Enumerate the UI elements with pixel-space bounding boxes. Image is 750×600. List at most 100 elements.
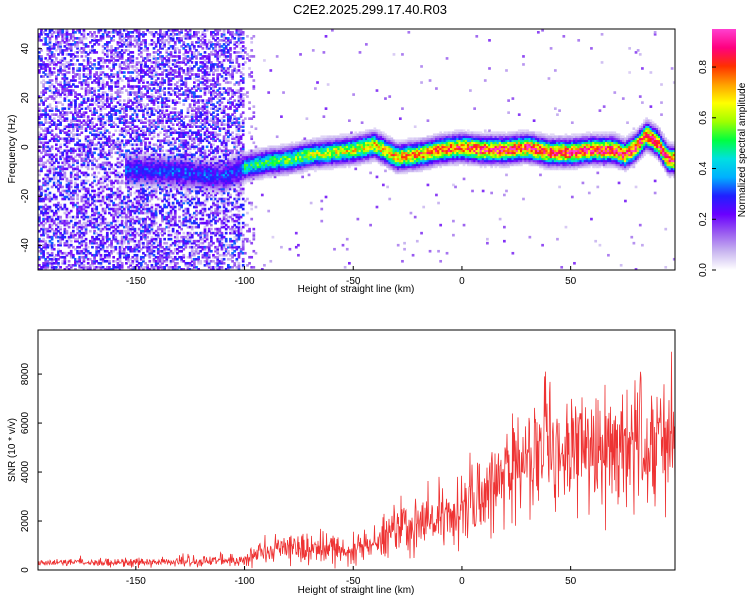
spectrogram-cell bbox=[129, 59, 133, 62]
spectrogram-cell bbox=[165, 131, 169, 135]
spectrogram-cell bbox=[197, 223, 200, 227]
spectrogram-cell bbox=[165, 159, 169, 163]
spectrogram-cell bbox=[188, 183, 192, 187]
spectrogram-cell bbox=[184, 153, 188, 157]
spectrogram-cell bbox=[84, 67, 88, 70]
spectrogram-cell bbox=[125, 215, 128, 219]
spectrogram-cell bbox=[154, 175, 158, 179]
spectrogram-cell bbox=[122, 123, 126, 126]
spectrogram-cell bbox=[156, 225, 160, 229]
spectrogram-cell bbox=[38, 35, 41, 38]
spectrogram-cell bbox=[118, 185, 122, 189]
spectrogram-cell bbox=[42, 123, 45, 126]
spectrogram-cell bbox=[88, 139, 92, 143]
spectrogram-cell bbox=[193, 201, 196, 205]
spectrogram-cell bbox=[178, 155, 181, 159]
spectrogram-cell bbox=[146, 97, 150, 100]
spectrogram-cell bbox=[127, 53, 130, 56]
spectrogram-cell bbox=[114, 63, 118, 66]
spectrogram-cell bbox=[156, 147, 160, 151]
spectrogram-cell bbox=[71, 139, 75, 143]
spectrogram-cell bbox=[135, 155, 139, 159]
spectrogram-cell bbox=[82, 213, 86, 217]
spectrogram-cell bbox=[93, 37, 96, 40]
spectrogram-cell bbox=[50, 147, 54, 151]
spectrogram-cell bbox=[50, 129, 54, 133]
spectrogram-cell bbox=[99, 67, 103, 70]
spectrogram-cell bbox=[112, 191, 116, 195]
spectrogram-cell bbox=[61, 259, 65, 263]
spectrogram-cell bbox=[46, 43, 50, 46]
spectrogram-cell bbox=[199, 259, 203, 263]
spectrogram-cell bbox=[150, 195, 154, 199]
spectrogram-cell bbox=[88, 183, 92, 187]
spectrogram-cell bbox=[173, 171, 177, 175]
spectrogram-cell bbox=[199, 155, 203, 159]
spectrogram-cell bbox=[86, 189, 90, 193]
spectrogram-cell bbox=[150, 211, 154, 215]
spectrogram-cell bbox=[129, 87, 133, 90]
spectrogram-cell bbox=[142, 131, 145, 135]
spectrogram-cell bbox=[122, 129, 126, 133]
spectrogram-cell bbox=[190, 181, 194, 185]
spectrogram-cell bbox=[165, 119, 169, 122]
spectrogram-cell bbox=[163, 43, 166, 46]
spectrogram-cell bbox=[110, 199, 113, 203]
spectrogram-cell bbox=[165, 39, 169, 42]
spectrogram-cell bbox=[201, 247, 205, 251]
spectrogram-cell bbox=[93, 157, 96, 161]
spectrogram-cell bbox=[133, 157, 137, 161]
spectrogram-cell bbox=[42, 255, 45, 259]
spectrogram-cell bbox=[197, 191, 200, 195]
spectrogram-cell bbox=[129, 151, 133, 155]
spectrogram-cell bbox=[159, 223, 162, 227]
spectrogram-cell bbox=[97, 131, 101, 135]
spectrogram-cell bbox=[91, 253, 94, 257]
spectrogram-cell bbox=[97, 101, 101, 104]
spectrogram-cell bbox=[156, 63, 160, 66]
spectrogram-cell bbox=[42, 65, 45, 68]
spectrogram-cell bbox=[169, 111, 173, 114]
spectrogram-cell bbox=[61, 39, 65, 42]
spectrogram-cell bbox=[146, 149, 150, 153]
spectrogram-cell bbox=[176, 229, 179, 233]
spectrogram-cell bbox=[42, 113, 45, 116]
spectrogram-cell bbox=[50, 55, 54, 58]
spectrogram-cell bbox=[184, 183, 188, 187]
spectrogram-cell bbox=[103, 153, 107, 157]
spectrogram-cell bbox=[95, 165, 99, 169]
spectrogram-cell bbox=[199, 137, 203, 141]
spectrogram-cell bbox=[40, 227, 43, 231]
spectrogram-cell bbox=[76, 45, 79, 48]
spectrogram-cell bbox=[197, 169, 200, 173]
spectrogram-cell bbox=[173, 55, 177, 58]
spectrogram-cell bbox=[112, 263, 116, 267]
spectrogram-cell bbox=[133, 179, 137, 183]
spectrogram-cell bbox=[131, 87, 135, 90]
spectrogram-cell bbox=[38, 245, 41, 249]
spectrogram-cell bbox=[93, 225, 96, 229]
spectrogram-cell bbox=[120, 263, 124, 267]
spectrogram-cell bbox=[120, 231, 124, 235]
spectrogram-cell bbox=[146, 171, 150, 175]
spectrogram-cell bbox=[71, 245, 75, 249]
spectrogram-cell bbox=[93, 93, 96, 96]
spectrogram-cell bbox=[193, 131, 196, 135]
spectrogram-cell bbox=[50, 29, 54, 32]
spectrogram-cell bbox=[199, 111, 203, 114]
spectrogram-cell bbox=[178, 49, 181, 52]
spectrogram-cell bbox=[105, 205, 109, 209]
spectrogram-cell bbox=[195, 225, 198, 229]
spectrogram-cell bbox=[86, 217, 90, 221]
spectrogram-cell bbox=[182, 255, 186, 259]
spectrogram-cell bbox=[50, 243, 54, 247]
spectrogram-cell bbox=[42, 183, 45, 187]
spectrogram-cell bbox=[199, 125, 203, 129]
spectrogram-cell bbox=[118, 197, 122, 201]
spectrogram-cell bbox=[144, 225, 147, 229]
spectrogram-cell bbox=[195, 33, 198, 36]
spectrogram-cell bbox=[38, 179, 41, 183]
spectrogram-cell bbox=[144, 189, 147, 193]
spectrogram-cell bbox=[176, 39, 179, 42]
spectrogram-cell bbox=[103, 157, 107, 161]
